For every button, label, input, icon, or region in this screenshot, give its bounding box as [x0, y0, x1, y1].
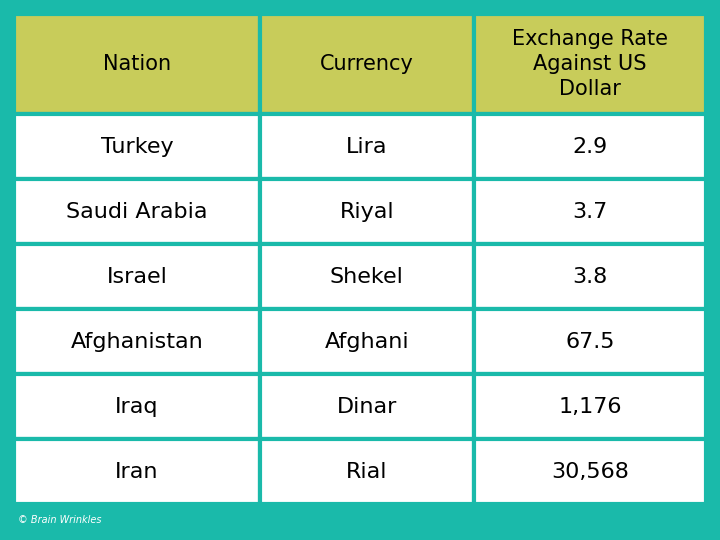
Bar [474, 244, 706, 309]
Bar [14, 244, 260, 309]
Text: Rial: Rial [346, 462, 387, 482]
Bar [260, 439, 474, 504]
Bar [260, 309, 474, 374]
Bar [14, 14, 260, 114]
Text: 3.8: 3.8 [572, 267, 608, 287]
Bar [260, 244, 474, 309]
Text: 30,568: 30,568 [551, 462, 629, 482]
Bar [14, 114, 260, 179]
Bar [474, 179, 706, 244]
Bar [474, 309, 706, 374]
Bar [474, 14, 706, 114]
Text: Nation: Nation [103, 54, 171, 74]
Text: Iraq: Iraq [115, 396, 158, 417]
Bar [260, 14, 474, 114]
Text: Riyal: Riyal [340, 202, 395, 222]
Bar [260, 374, 474, 439]
Text: 67.5: 67.5 [565, 332, 615, 352]
Bar [474, 374, 706, 439]
Bar [474, 439, 706, 504]
Text: Shekel: Shekel [330, 267, 404, 287]
Text: Israel: Israel [107, 267, 167, 287]
Text: Dinar: Dinar [337, 396, 397, 417]
Bar [14, 439, 260, 504]
Bar [14, 309, 260, 374]
Text: Turkey: Turkey [101, 137, 173, 157]
Text: Iran: Iran [115, 462, 158, 482]
Bar [474, 114, 706, 179]
Text: Afghanistan: Afghanistan [71, 332, 203, 352]
Text: 2.9: 2.9 [572, 137, 608, 157]
Text: Saudi Arabia: Saudi Arabia [66, 202, 207, 222]
Text: Exchange Rate
Against US
Dollar: Exchange Rate Against US Dollar [512, 29, 668, 99]
Text: Lira: Lira [346, 137, 387, 157]
Bar [14, 179, 260, 244]
Bar [260, 179, 474, 244]
Text: Currency: Currency [320, 54, 414, 74]
Bar [14, 374, 260, 439]
Bar [260, 114, 474, 179]
Text: © Brain Wrinkles: © Brain Wrinkles [18, 515, 102, 525]
Text: 1,176: 1,176 [558, 396, 622, 417]
Text: Afghani: Afghani [325, 332, 409, 352]
Text: 3.7: 3.7 [572, 202, 608, 222]
